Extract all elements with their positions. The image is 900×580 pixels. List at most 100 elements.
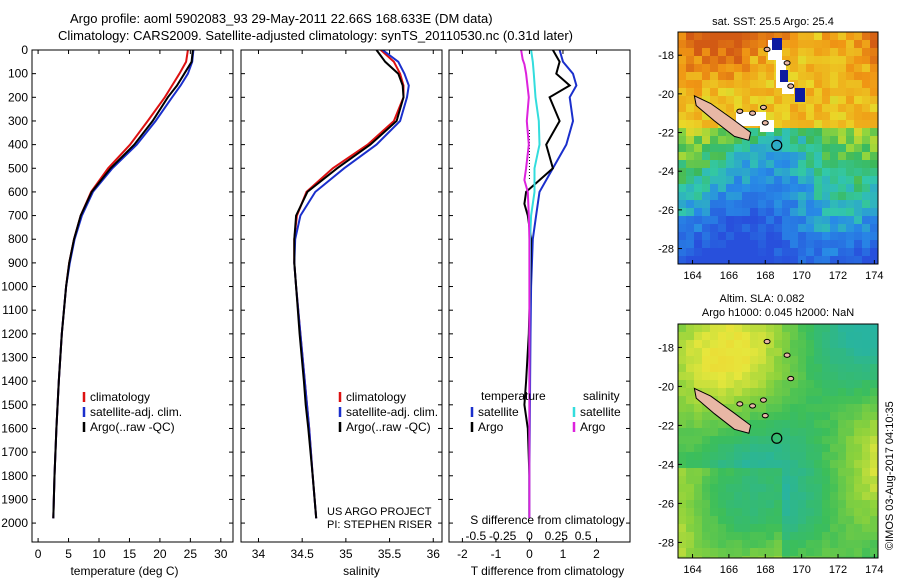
sst-map-small-island: [749, 110, 757, 116]
sla-map-cell: [814, 364, 822, 372]
sla-map-cell: [806, 396, 814, 404]
sla-map-cell: [846, 460, 854, 468]
sla-map-cell: [814, 404, 822, 412]
sst-cold-patch: [795, 88, 805, 102]
sst-map-cell: [766, 176, 774, 184]
sla-map-cell: [766, 492, 774, 500]
sst-map-cell: [798, 136, 806, 144]
sla-map-cell: [694, 332, 702, 340]
sst-map-cell: [702, 200, 710, 208]
sst-map-cell: [742, 168, 750, 176]
sla-map-cell: [734, 428, 742, 436]
sst-map-cell: [678, 152, 686, 160]
sst-map-cell: [718, 152, 726, 160]
sst-map-cell: [694, 144, 702, 152]
sst-map-cell: [846, 136, 854, 144]
sla-map-cell: [758, 524, 766, 532]
sla-map-cell: [742, 332, 750, 340]
sst-map-cell: [742, 216, 750, 224]
sla-map-cell: [750, 548, 758, 556]
sla-map-cell: [718, 492, 726, 500]
sla-map-cell: [710, 380, 718, 388]
sla-map-cell: [846, 444, 854, 452]
sla-map-cell: [830, 420, 838, 428]
sst-map-small-island: [783, 60, 791, 66]
sla-map-cell: [774, 492, 782, 500]
sla-map-cell: [830, 388, 838, 396]
sst-map-cell: [846, 208, 854, 216]
sst-map-cell: [854, 80, 862, 88]
sla-map-cell: [846, 396, 854, 404]
sla-map-cell: [766, 364, 774, 372]
sla-map-cell: [790, 460, 798, 468]
sst-map-cell: [734, 152, 742, 160]
sst-map-cell: [806, 144, 814, 152]
sla-map-cell: [862, 452, 870, 460]
sla-map-cell: [838, 452, 846, 460]
sla-map-cell: [782, 348, 790, 356]
sla-map-cell: [710, 516, 718, 524]
difference-s-tick-label: 0: [526, 529, 533, 543]
sst-map-cell: [694, 192, 702, 200]
sst-map-cell: [870, 88, 878, 96]
sst-map-cell: [798, 168, 806, 176]
sla-map-cell: [686, 524, 694, 532]
sst-map-cell: [766, 88, 774, 96]
sla-map-cell: [750, 324, 758, 332]
sla-map-cell: [758, 436, 766, 444]
sla-map-cell: [838, 460, 846, 468]
sst-map-cell: [862, 240, 870, 248]
sla-map-cell: [830, 444, 838, 452]
sla-map-cell: [830, 540, 838, 548]
sla-map-cell: [694, 476, 702, 484]
sla-map-cell: [806, 372, 814, 380]
sla-map-cell: [854, 420, 862, 428]
sst-map-cell: [774, 88, 782, 96]
sst-map-cell: [814, 128, 822, 136]
sst-map-cell: [678, 56, 686, 64]
sst-map-cell: [838, 40, 846, 48]
sla-map-cell: [702, 380, 710, 388]
sst-map-cell: [750, 168, 758, 176]
sla-map-cell: [758, 500, 766, 508]
sla-map-cell: [862, 396, 870, 404]
sla-map-cell: [758, 556, 766, 558]
sla-map-cell: [822, 372, 830, 380]
sst-map-cell: [766, 104, 774, 112]
sst-map-cell: [710, 48, 718, 56]
sla-map-cell: [742, 340, 750, 348]
sst-map-cell: [734, 40, 742, 48]
sst-map-cell: [742, 144, 750, 152]
sst-map-cell: [782, 144, 790, 152]
sst-map-cell: [790, 64, 798, 72]
sst-map-cell: [726, 192, 734, 200]
sla-map-cell: [766, 468, 774, 476]
sla-map-cell: [750, 556, 758, 558]
sla-map-cell: [830, 404, 838, 412]
sla-map-cell: [710, 548, 718, 556]
sst-map-cell: [702, 176, 710, 184]
sst-map-cell: [686, 120, 694, 128]
difference-profile-series-temperature-argo: [523, 50, 572, 519]
sst-map-cell: [846, 40, 854, 48]
sla-map-cell: [718, 452, 726, 460]
sla-map-cell: [870, 340, 878, 348]
sla-map-cell: [870, 524, 878, 532]
sla-map-cell: [766, 500, 774, 508]
sla-map-cell: [710, 412, 718, 420]
sst-map-cell: [782, 40, 790, 48]
sla-map-cell: [734, 556, 742, 558]
sst-map-cell: [846, 176, 854, 184]
sst-map-cell: [846, 96, 854, 104]
sst-map-cell: [870, 48, 878, 56]
sla-map-cell: [758, 340, 766, 348]
sla-map-cell: [862, 476, 870, 484]
sst-map-cell: [806, 240, 814, 248]
sla-map-cell: [718, 380, 726, 388]
sla-map-cell: [790, 324, 798, 332]
sst-map-cell: [686, 184, 694, 192]
sla-map-cell: [798, 492, 806, 500]
sla-map-cell: [830, 396, 838, 404]
sst-map-cell: [702, 248, 710, 256]
sla-map-cell: [822, 540, 830, 548]
